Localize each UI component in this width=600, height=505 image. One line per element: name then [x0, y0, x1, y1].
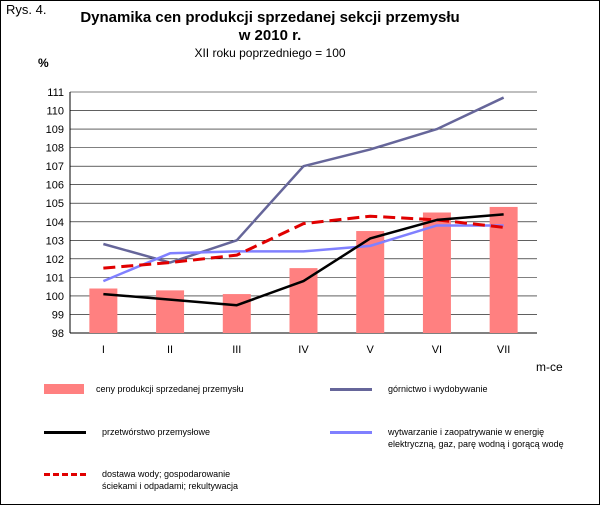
y-tick-label: 104: [46, 217, 64, 229]
y-tick-label: 103: [46, 235, 64, 247]
series-line: [103, 213, 504, 307]
x-tick-label: I: [102, 344, 105, 356]
y-tick-label: 108: [46, 143, 64, 155]
legend-label: przetwórstwo przemysłowe: [102, 427, 211, 437]
legend-label: wytwarzanie i zaopatrywanie w energię ele…: [388, 427, 564, 449]
y-tick-label: 99: [52, 309, 64, 321]
legend-swatch: [330, 388, 372, 391]
bar: [289, 268, 318, 333]
y-tick-label: 98: [52, 328, 64, 340]
x-tick-label: III: [232, 344, 241, 356]
y-axis-unit-label: %: [38, 56, 49, 70]
bar: [356, 231, 385, 333]
series-line: [103, 214, 504, 270]
y-tick-label: 110: [46, 106, 64, 118]
y-tick-label: 105: [46, 198, 64, 210]
x-tick-label: II: [167, 344, 173, 356]
x-tick-label: IV: [298, 344, 309, 356]
y-tick-label: 111: [47, 87, 64, 99]
legend-label: dostawa wody; gospodarowanie ściekami i o…: [102, 469, 239, 491]
chart-subtitle: XII roku poprzedniego = 100: [194, 46, 346, 60]
legend-swatch: [44, 473, 86, 476]
x-tick-label: VII: [497, 344, 510, 356]
y-tick-label: 102: [46, 254, 64, 266]
y-tick-label: 101: [46, 272, 64, 284]
series-line: [103, 96, 505, 264]
bar: [156, 290, 185, 333]
bar: [489, 206, 518, 333]
y-tick-label: 106: [46, 180, 64, 192]
y-tick-label: 100: [46, 291, 64, 303]
y-tick-label: 107: [46, 161, 64, 173]
x-tick-label: V: [367, 344, 375, 356]
bar: [222, 294, 251, 333]
bar: [422, 212, 451, 333]
chart-title: Dynamika cen produkcji sprzedanej sekcji…: [80, 9, 460, 26]
x-axis-unit-label: m-ce: [536, 360, 563, 374]
series-line: [102, 224, 504, 283]
chart-title-year: w 2010 r.: [238, 27, 302, 44]
legend-swatch: [44, 384, 84, 394]
legend-label: ceny produkcji sprzedanej przemysłu: [96, 384, 244, 394]
legend-swatch: [330, 431, 372, 434]
x-tick-label: VI: [432, 344, 442, 356]
legend-label: górnictwo i wydobywanie: [388, 384, 488, 394]
figure-label: Rys. 4.: [6, 2, 47, 17]
y-tick-label: 109: [46, 124, 64, 136]
legend-swatch: [44, 431, 86, 434]
